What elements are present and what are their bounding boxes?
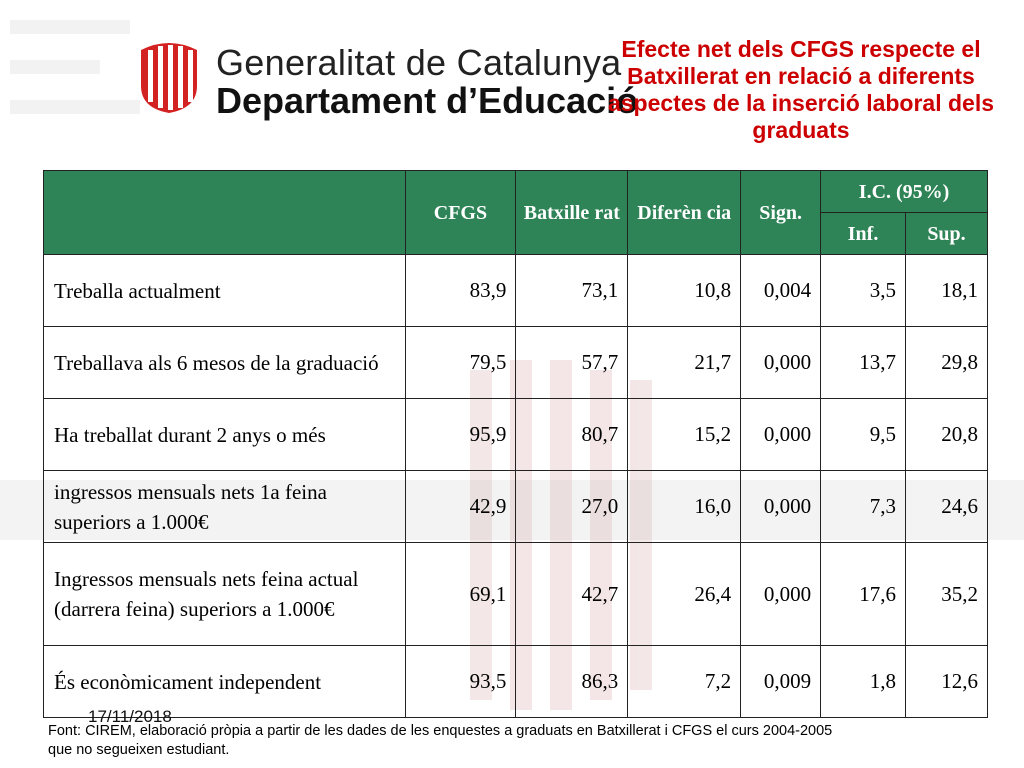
table-row: És econòmicament independent 93,5 86,3 7… [43, 645, 988, 718]
table-row: Ha treballat durant 2 anys o més 95,9 80… [43, 398, 988, 471]
results-table: CFGS Batxille rat Diferèn cia Sign. I.C.… [43, 170, 988, 718]
cell-batxillerat: 57,7 [515, 326, 629, 399]
cell-inf: 3,5 [820, 254, 907, 327]
header-sup: Sup. [905, 212, 988, 255]
cell-diferencia: 7,2 [627, 645, 742, 718]
cell-sup: 24,6 [905, 470, 988, 543]
cell-sup: 18,1 [905, 254, 988, 327]
header-cfgs: CFGS [404, 170, 517, 255]
row-label: Ingressos mensuals nets feina actual (da… [43, 542, 406, 646]
cell-sup: 35,2 [905, 542, 988, 646]
header-sign: Sign. [740, 170, 822, 255]
cell-inf: 9,5 [820, 398, 907, 471]
row-label: Ha treballat durant 2 anys o més [43, 398, 406, 471]
cell-sup: 12,6 [905, 645, 988, 718]
table-row: Treballava als 6 mesos de la graduació 7… [43, 326, 988, 399]
table-row: ingressos mensuals nets 1a feina superio… [43, 470, 988, 543]
header-ic: I.C. (95%) [820, 170, 988, 213]
cell-cfgs: 83,9 [404, 254, 517, 327]
header-empty-cell [43, 170, 406, 255]
header-inf: Inf. [820, 212, 907, 255]
row-label: És econòmicament independent [43, 645, 406, 718]
cell-diferencia: 16,0 [627, 470, 742, 543]
logo-text-generalitat: Generalitat de Catalunya [216, 42, 622, 83]
cell-inf: 7,3 [820, 470, 907, 543]
cell-cfgs: 93,5 [404, 645, 517, 718]
table-row: Treballa actualment 83,9 73,1 10,8 0,004… [43, 254, 988, 327]
page-title: Efecte net dels CFGS respecte el Batxill… [607, 36, 995, 143]
generalitat-logo: Generalitat de Catalunya Departament d’E… [138, 42, 638, 121]
cell-cfgs: 95,9 [404, 398, 517, 471]
logo-text-department: Departament d’Educació [216, 80, 639, 121]
cell-sign: 0,004 [740, 254, 822, 327]
cell-cfgs: 79,5 [404, 326, 517, 399]
senyera-shield-icon [141, 43, 197, 113]
source-note: Font: CIREM, elaboració pròpia a partir … [48, 723, 833, 758]
cell-inf: 17,6 [820, 542, 907, 646]
slide-date: 17/11/2018 [88, 707, 172, 726]
row-label: Treballa actualment [43, 254, 406, 327]
cell-batxillerat: 27,0 [515, 470, 629, 543]
cell-batxillerat: 73,1 [515, 254, 629, 327]
cell-sign: 0,000 [740, 470, 822, 543]
cell-sign: 0,000 [740, 398, 822, 471]
cell-batxillerat: 42,7 [515, 542, 629, 646]
cell-batxillerat: 86,3 [515, 645, 629, 718]
cell-diferencia: 15,2 [627, 398, 742, 471]
table-row: Ingressos mensuals nets feina actual (da… [43, 542, 988, 646]
cell-sign: 0,000 [740, 326, 822, 399]
cell-sup: 20,8 [905, 398, 988, 471]
row-label: ingressos mensuals nets 1a feina superio… [43, 470, 406, 543]
cell-sign: 0,000 [740, 542, 822, 646]
cell-diferencia: 10,8 [627, 254, 742, 327]
cell-inf: 13,7 [820, 326, 907, 399]
cell-batxillerat: 80,7 [515, 398, 629, 471]
cell-diferencia: 26,4 [627, 542, 742, 646]
cell-diferencia: 21,7 [627, 326, 742, 399]
row-label: Treballava als 6 mesos de la graduació [43, 326, 406, 399]
cell-cfgs: 42,9 [404, 470, 517, 543]
cell-cfgs: 69,1 [404, 542, 517, 646]
header-batxillerat: Batxille rat [515, 170, 629, 255]
cell-inf: 1,8 [820, 645, 907, 718]
cell-sup: 29,8 [905, 326, 988, 399]
header-diferencia: Diferèn cia [627, 170, 742, 255]
cell-sign: 0,009 [740, 645, 822, 718]
